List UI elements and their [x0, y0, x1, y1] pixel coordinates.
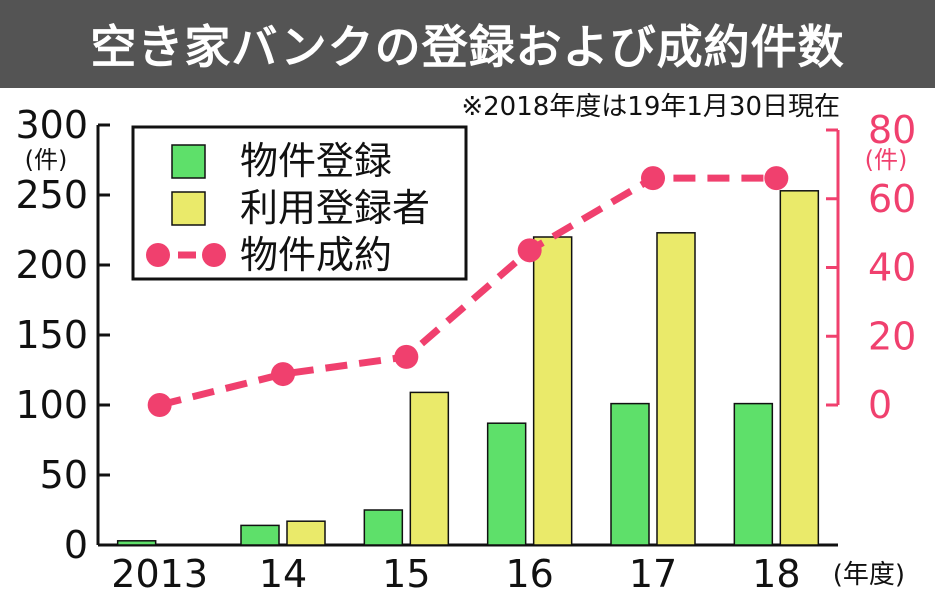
bar-registration	[486, 422, 527, 546]
x-tick-label: 16	[505, 552, 553, 596]
bar-registration	[116, 540, 157, 546]
bar-registration	[363, 509, 404, 546]
y-left-tick-label: 50	[40, 453, 88, 497]
y-left-tick-label: 250	[15, 173, 88, 217]
bar-registration	[733, 402, 774, 546]
x-unit-label: (年度)	[833, 560, 905, 590]
chart-title: 空き家バンクの登録および成約件数	[90, 20, 845, 74]
y-right-unit-label: (件)	[865, 146, 908, 174]
y-left-tick-label: 100	[15, 383, 88, 427]
y-left-tick-label: 300	[15, 103, 88, 147]
line-contracts	[158, 174, 777, 409]
x-tick-label: 15	[382, 552, 430, 596]
y-left-tick-label: 150	[15, 313, 88, 357]
title-bar: 空き家バンクの登録および成約件数	[0, 0, 935, 88]
bar-registration	[610, 402, 650, 546]
legend-swatch-registration	[171, 144, 206, 179]
line-point	[394, 344, 419, 369]
legend-label: 物件成約	[240, 233, 392, 277]
line-point	[641, 166, 665, 191]
line-point	[147, 393, 172, 417]
x-tick-label: 18	[752, 552, 800, 596]
legend-label: 利用登録者	[240, 186, 430, 230]
y-left-tick-label: 200	[15, 243, 88, 287]
x-tick-label: 17	[629, 552, 677, 596]
x-tick-label: 14	[259, 552, 307, 596]
y-right-tick-label: 80	[868, 108, 916, 152]
y-left-tick-label: 0	[64, 523, 88, 567]
y-right-tick-label: 60	[868, 177, 916, 221]
bar-registration	[240, 524, 280, 546]
line-point	[271, 362, 295, 387]
bar-users	[409, 391, 450, 546]
bar-users	[779, 190, 820, 546]
legend-marker	[202, 243, 226, 267]
x-tick-label: 2013	[111, 552, 208, 596]
legend-swatch-users	[171, 191, 206, 226]
note-text: ※2018年度は19年1月30日現在	[461, 92, 840, 122]
bar-users	[532, 236, 573, 546]
y-right-tick-label: 0	[868, 383, 892, 427]
legend-marker	[146, 243, 170, 267]
y-right-tick-label: 20	[868, 314, 916, 358]
y-left-unit-label: (件)	[25, 146, 68, 174]
line-point	[764, 166, 789, 191]
legend-label: 物件登録	[240, 139, 392, 183]
bar-users	[286, 520, 326, 546]
bar-users	[656, 232, 696, 546]
y-right-tick-label: 40	[868, 246, 916, 290]
line-point	[517, 238, 542, 263]
